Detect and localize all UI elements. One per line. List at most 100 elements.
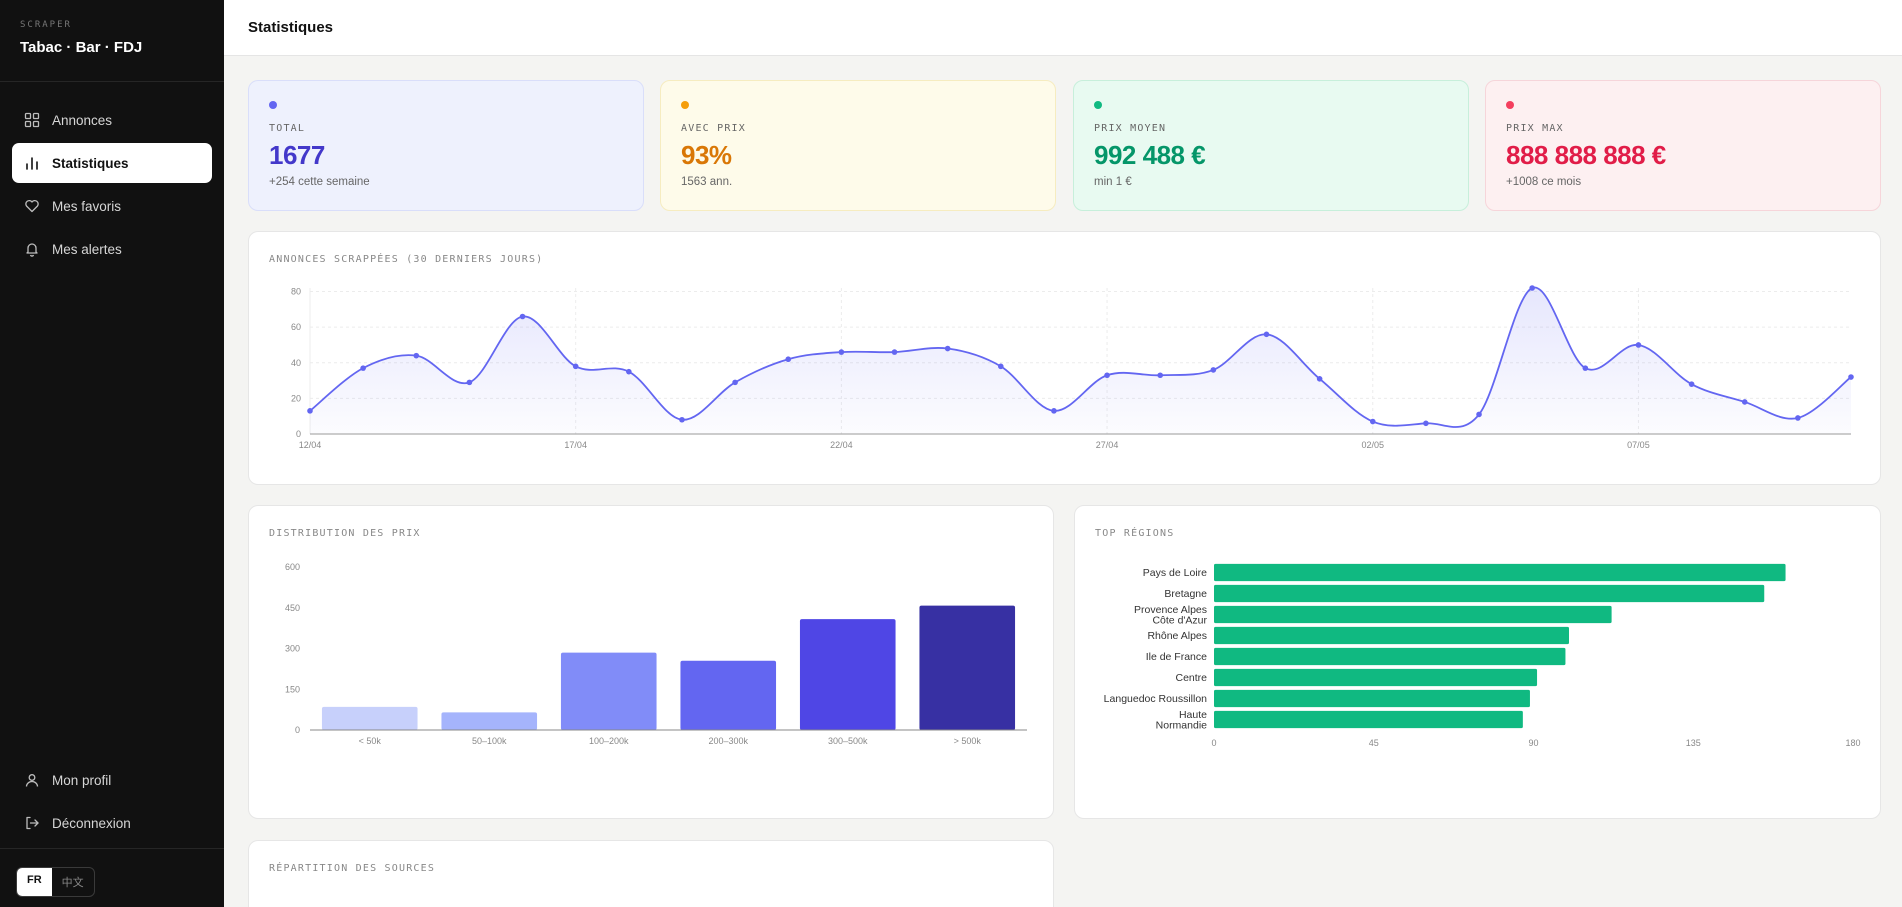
x-tick-label: 50–100k [472,736,507,746]
bottom-nav: Mon profil Déconnexion [0,757,224,846]
x-tick-label: 90 [1528,738,1538,748]
kpi-value: 93% [681,140,732,170]
y-tick-label: 0 [295,725,300,735]
line-area [310,287,1851,434]
region-label: Rhône Alpes [1147,630,1207,642]
kpi-sub: 1563 ann. [681,176,733,188]
data-point [519,313,526,320]
data-point [572,363,579,370]
data-point [1369,418,1376,425]
data-point [1263,331,1270,338]
nav-item-favoris[interactable]: Mes favoris [12,186,212,226]
nav-item-annonces[interactable]: Annonces [12,100,212,140]
top-regions-panel: TOP RÉGIONS Pays de Loire Bretagne Provenc… [1074,505,1881,819]
bar-chart-icon [24,155,40,171]
data-point [1635,342,1642,348]
kpi-sub: +1008 ce mois [1506,176,1582,188]
kpi-sub: +254 cette semaine [269,176,370,188]
region-bar [1214,647,1566,666]
kpi-card-total: TOTAL 1677 +254 cette semaine [248,80,644,211]
y-tick-label: 150 [285,684,300,694]
data-point [1476,411,1482,418]
data-point [466,379,473,386]
x-tick-label: 17/04 [564,440,587,450]
kpi-dot [1506,101,1514,109]
data-point [626,368,632,375]
data-point [785,356,792,363]
data-point [1741,399,1748,405]
data-point [1423,420,1429,427]
region-bar [1214,563,1786,582]
grid-icon [24,112,40,128]
price-bar [321,706,418,730]
nav-item-profil[interactable]: Mon profil [12,760,212,800]
region-label: Bretagne [1164,588,1207,600]
data-point [891,349,898,355]
panel-title: TOP RÉGIONS [1095,528,1175,539]
y-tick-label: 20 [291,393,301,403]
price-bar [680,660,777,730]
heart-icon [24,198,40,214]
kpi-dot [269,101,277,109]
data-point [1688,381,1695,387]
panel-title: ANNONCES SCRAPPÉES (30 DERNIERS JOURS) [269,254,544,265]
user-icon [24,772,40,788]
nav-label: Statistiques [52,155,129,171]
y-tick-label: 600 [285,562,300,572]
nav-label: Annonces [52,112,113,128]
x-tick-label: 0 [1211,738,1216,748]
lang-zh-button[interactable]: 中文 [61,877,84,889]
region-label: Côte d'Azur [1152,614,1207,626]
nav-label: Déconnexion [52,815,131,831]
panel-title: DISTRIBUTION DES PRIX [269,528,421,539]
price-distribution-panel: DISTRIBUTION DES PRIX 0 150 300 450 600 < 50k… [248,505,1054,819]
data-point [1104,372,1110,379]
kpi-value: 992 488 € [1094,140,1206,170]
kpi-label: PRIX MOYEN [1094,123,1167,134]
region-bar [1214,584,1765,603]
brand-kicker: SCRAPER [20,20,72,30]
logout-icon [24,815,40,831]
nav-item-statistiques[interactable]: Statistiques [12,143,212,183]
data-point [944,345,951,352]
price-bar-chart: 0 150 300 450 600 < 50k 50–100k 100–200k 200–300… [285,562,1027,746]
x-tick-label: > 500k [954,736,982,746]
x-tick-label: 02/05 [1361,440,1384,450]
kpi-card-avec-prix: AVEC PRIX 93% 1563 ann. [660,80,1056,211]
bell-icon [24,241,40,257]
region-label: Provence Alpes [1134,604,1207,616]
y-tick-label: 80 [291,287,301,297]
x-tick-label: 300–500k [828,736,868,746]
lang-fr-button[interactable]: FR [17,868,52,896]
region-bar [1214,710,1523,729]
kpi-card-prix-max: PRIX MAX 888 888 888 € +1008 ce mois [1485,80,1881,211]
kpi-card-prix-moyen: PRIX MOYEN 992 488 € min 1 € [1073,80,1469,211]
region-bar [1214,626,1569,645]
data-point [1795,415,1801,421]
data-point [307,408,313,414]
nav-item-alertes[interactable]: Mes alertes [12,229,212,269]
price-bar [919,605,1016,730]
kpi-label: AVEC PRIX [681,123,746,134]
data-point [838,349,845,355]
brand-title: Tabac · Bar · FDJ [20,39,143,56]
nav-label: Mes alertes [52,241,122,257]
regions-bar-chart: Pays de Loire Bretagne Provence AlpesCôte … [1104,563,1861,748]
data-point [1051,408,1057,414]
kpi-label: PRIX MAX [1506,123,1564,134]
x-tick-label: 07/05 [1627,440,1650,450]
x-tick-label: 12/04 [299,440,322,450]
data-point [1157,372,1164,379]
brand: SCRAPER Tabac · Bar · FDJ [0,0,224,82]
y-tick-label: 300 [285,644,300,654]
sources-panel: RÉPARTITION DES SOURCES [248,840,1054,907]
kpi-dot [681,101,689,109]
region-label: Haute [1179,709,1207,721]
region-label: Normandie [1156,719,1208,731]
topbar: Statistiques [224,0,1902,56]
kpi-sub: min 1 € [1094,176,1132,188]
nav-item-deconnexion[interactable]: Déconnexion [12,803,212,843]
x-tick-label: < 50k [359,736,382,746]
data-point [997,363,1004,370]
kpi-dot [1094,101,1102,109]
